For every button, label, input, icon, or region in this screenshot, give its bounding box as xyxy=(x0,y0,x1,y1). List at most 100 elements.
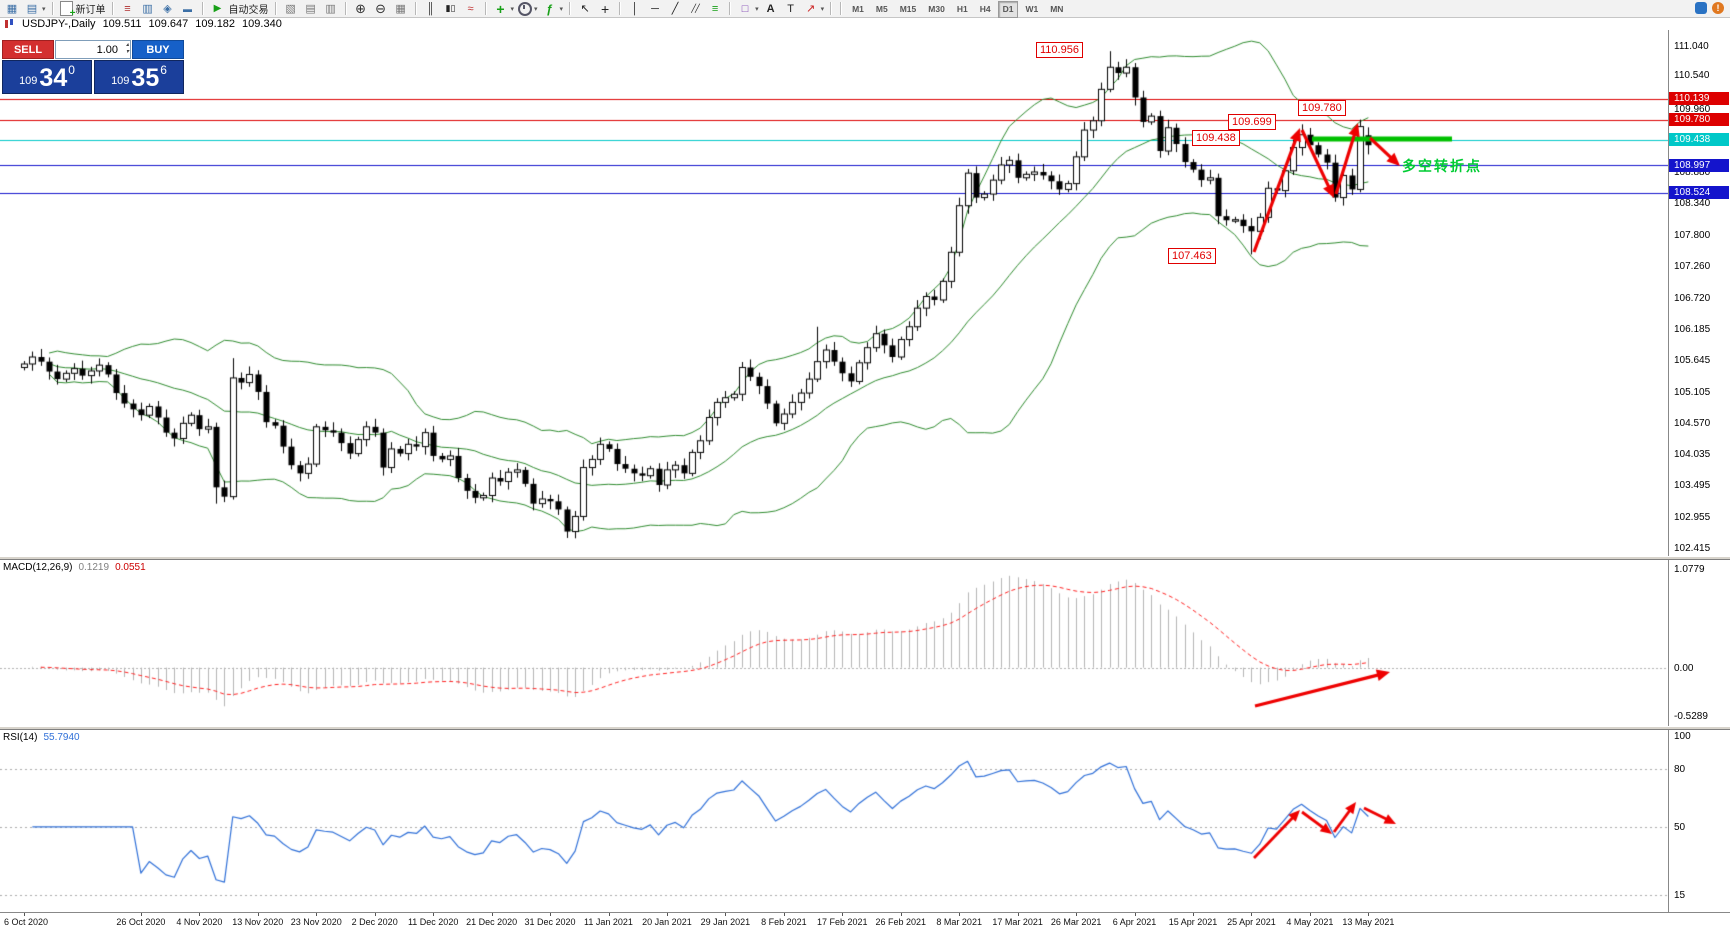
line-chart-button[interactable] xyxy=(461,0,481,17)
time-tick xyxy=(375,913,376,916)
time-tick-label: 13 May 2021 xyxy=(1342,917,1395,927)
macd-canvas[interactable] xyxy=(0,560,1668,726)
arrows-tool-icon xyxy=(803,1,819,16)
alerts-icon[interactable] xyxy=(1712,2,1724,14)
price-tick-label: 105.105 xyxy=(1674,386,1711,398)
sell-button[interactable]: SELL xyxy=(2,40,54,59)
price-level-marker: 110.139 xyxy=(1669,92,1729,106)
trend-note-text[interactable]: 多空转折点 xyxy=(1402,158,1482,174)
price-tick-label: 50 xyxy=(1674,821,1686,833)
macd-label: MACD(12,26,9) 0.1219 0.0551 xyxy=(3,562,146,573)
price-annotation-level[interactable]: 109.438 xyxy=(1192,130,1240,146)
panel-splitter[interactable] xyxy=(0,556,1730,560)
tile-vertical-button[interactable] xyxy=(321,0,341,17)
volume-stepper[interactable]: ▴ ▾ xyxy=(125,42,129,55)
time-tick xyxy=(24,913,25,916)
price-annotation-peak[interactable]: 110.956 xyxy=(1036,42,1083,58)
text-label-button[interactable] xyxy=(781,0,801,17)
price-annotation-high1[interactable]: 109.699 xyxy=(1228,114,1276,130)
vertical-line-button[interactable] xyxy=(625,0,645,17)
candlestick-chart-icon xyxy=(443,1,459,16)
timeframe-group: M1 M5 M15 M30 H1 H4 D1 W1 MN xyxy=(846,0,1069,18)
rsi-canvas[interactable] xyxy=(0,730,1668,912)
panel-splitter[interactable] xyxy=(0,726,1730,730)
autotrading-button[interactable]: 自动交易 xyxy=(208,0,271,17)
auto-arrange-button[interactable] xyxy=(391,0,411,17)
time-axis[interactable]: 6 Oct 2020 26 Oct 2020 4 Nov 2020 13 Nov 20… xyxy=(0,912,1730,939)
data-window-button[interactable] xyxy=(138,0,158,17)
timeframe-mn[interactable]: MN xyxy=(1050,4,1064,15)
timeframe-w1[interactable]: W1 xyxy=(1025,4,1039,15)
timeframe-m1[interactable]: M1 xyxy=(852,4,864,15)
bar-chart-button[interactable] xyxy=(421,0,441,17)
cursor-button[interactable] xyxy=(575,0,595,17)
candlestick-chart-button[interactable] xyxy=(441,0,461,17)
volume-input[interactable]: 1.00 ▴ ▾ xyxy=(55,40,131,59)
templates-button[interactable]: ▾ xyxy=(540,0,566,17)
ohlc-close: 109.340 xyxy=(242,18,282,30)
buy-price-button[interactable]: 109 35 6 xyxy=(94,60,184,94)
timeframe-h1[interactable]: H1 xyxy=(956,4,968,15)
price-level-marker: 109.438 xyxy=(1669,133,1729,146)
timeframe-d1[interactable]: D1 xyxy=(997,0,1019,18)
timeframe-h4[interactable]: H4 xyxy=(979,4,991,15)
time-tick-label: 11 Dec 2020 xyxy=(407,917,459,927)
toolbar-separator xyxy=(414,2,417,15)
cascade-windows-button[interactable] xyxy=(281,0,301,17)
tile-vertical-icon xyxy=(323,1,339,16)
market-watch-button[interactable] xyxy=(118,0,138,17)
toolbar-separator xyxy=(111,2,114,15)
price-annotation-high2[interactable]: 109.780 xyxy=(1298,100,1346,116)
zoom-out-icon xyxy=(373,1,389,16)
tile-horizontal-button[interactable] xyxy=(301,0,321,17)
time-tick-label: 13 Nov 2020 xyxy=(232,917,284,927)
community-icon[interactable] xyxy=(1695,2,1707,14)
timeframe-m5[interactable]: M5 xyxy=(875,4,888,15)
add-indicator-button[interactable]: ▾ xyxy=(491,0,517,17)
time-tick xyxy=(316,913,317,916)
text-label-icon xyxy=(783,1,799,16)
zoom-out-button[interactable] xyxy=(371,0,391,17)
price-axis[interactable]: 111.040 110.540 109.960 108.880 108.340 107.8… xyxy=(1668,30,1730,912)
auto-arrange-icon xyxy=(393,1,409,16)
timeframe-m15[interactable]: M15 xyxy=(899,4,917,15)
price-tick-label: 107.260 xyxy=(1674,261,1711,273)
toolbar-separator xyxy=(569,2,572,15)
price-tick-label: 106.185 xyxy=(1674,323,1711,335)
one-click-trading-panel: SELL 1.00 ▴ ▾ BUY 109 34 0 109 35 6 xyxy=(2,40,184,94)
equidistant-channel-button[interactable] xyxy=(685,0,705,17)
text-button[interactable] xyxy=(761,0,781,17)
price-level-marker: 108.524 xyxy=(1669,186,1729,200)
toolbar-separator xyxy=(51,2,54,15)
price-tick-label: 104.570 xyxy=(1674,417,1711,429)
chart-symbol-icon xyxy=(3,19,15,29)
symbol-title: USDJPY-,Daily xyxy=(22,18,96,30)
trendline-button[interactable] xyxy=(665,0,685,17)
crosshair-button[interactable] xyxy=(595,0,615,17)
periods-button[interactable]: ▾ xyxy=(516,0,540,17)
main-chart-panel: 110.956 109.699 109.780 109.438 107.463 … xyxy=(0,30,1668,556)
shapes-button[interactable]: ▾ xyxy=(735,0,761,17)
fibonacci-retracement-button[interactable] xyxy=(705,0,725,17)
buy-button[interactable]: BUY xyxy=(132,40,184,59)
price-annotation-low[interactable]: 107.463 xyxy=(1168,248,1216,264)
price-tick-label: 80 xyxy=(1674,763,1686,775)
price-chart-canvas[interactable] xyxy=(0,30,1668,556)
time-tick-label: 8 Mar 2021 xyxy=(936,917,982,927)
time-tick-label: 21 Dec 2020 xyxy=(466,917,518,927)
zoom-in-button[interactable] xyxy=(351,0,371,17)
profiles-button[interactable]: ▾ xyxy=(22,0,48,17)
sell-price-button[interactable]: 109 34 0 xyxy=(2,60,92,94)
timeframe-m30[interactable]: M30 xyxy=(928,4,945,15)
arrows-tool-button[interactable]: ▾ xyxy=(801,0,827,17)
terminal-button[interactable] xyxy=(178,0,198,17)
bar-chart-icon xyxy=(423,1,439,16)
horizontal-line-button[interactable] xyxy=(645,0,665,17)
new-order-button[interactable]: 新订单 xyxy=(58,0,108,19)
toolbar-separator xyxy=(729,2,732,15)
new-chart-button[interactable] xyxy=(2,0,22,17)
price-tick-label: 0.00 xyxy=(1674,662,1694,674)
navigator-button[interactable] xyxy=(158,0,178,17)
toolbar-separator xyxy=(484,2,487,15)
